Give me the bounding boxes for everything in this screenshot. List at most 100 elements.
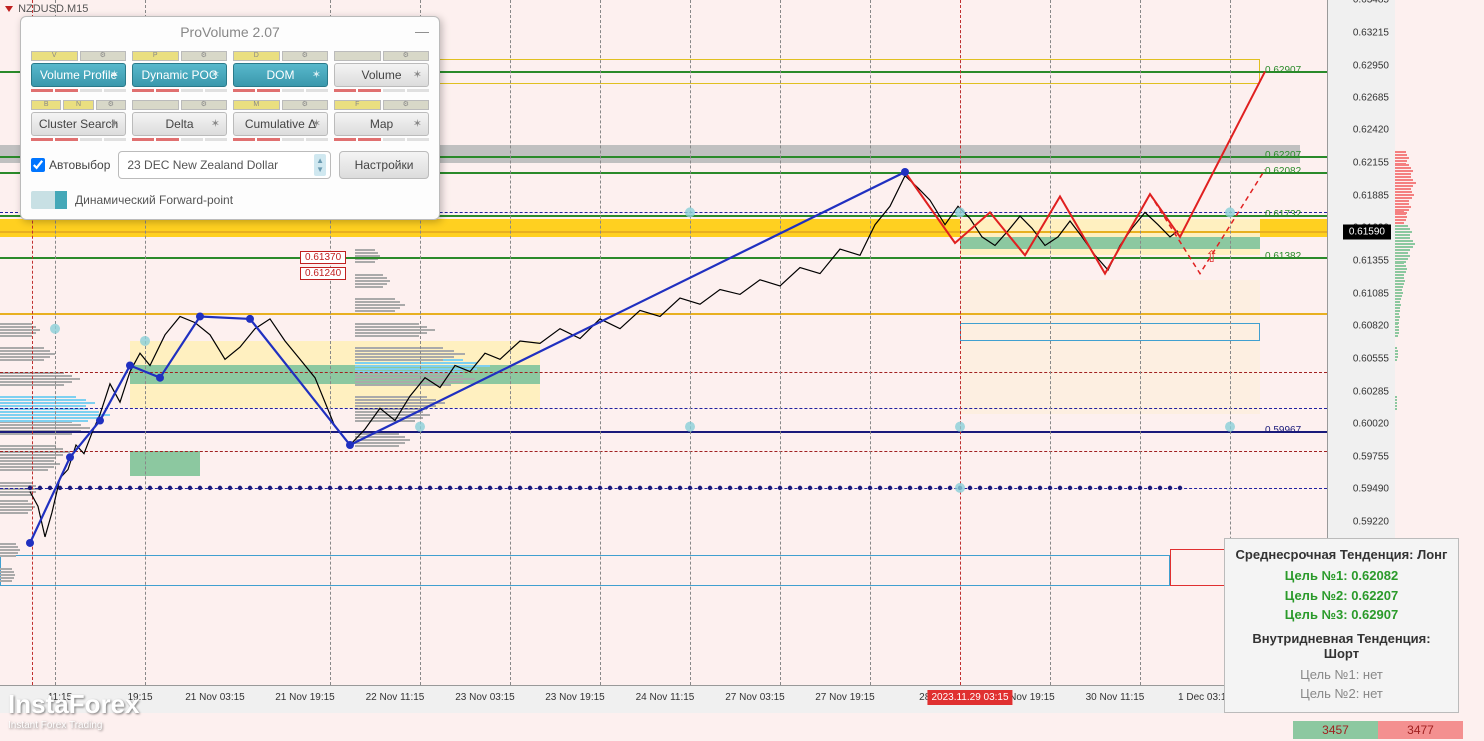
mini-tab[interactable]: V [31, 51, 78, 61]
gear-mini[interactable]: ⚙ [80, 51, 127, 61]
hline-dash [0, 488, 1327, 489]
vol-bar [0, 323, 32, 325]
y-tick: 0.61355 [1353, 255, 1389, 266]
mini-tab[interactable] [132, 100, 179, 110]
gear-icon[interactable]: ✶ [110, 117, 119, 130]
mini-tab[interactable]: M [233, 100, 280, 110]
vol-bar [355, 304, 405, 306]
gear-mini[interactable]: ⚙ [383, 51, 430, 61]
contract-select[interactable]: 23 DEC New Zealand Dollar ▲▼ [118, 151, 331, 179]
vol-bar [0, 500, 28, 502]
autoselect-input[interactable] [31, 158, 45, 172]
mini-tab[interactable]: D [233, 51, 280, 61]
vol-bar [355, 356, 454, 358]
vline-red [960, 0, 961, 685]
vol-bar [0, 332, 36, 334]
mini-tab[interactable]: F [334, 100, 381, 110]
vol-bar [355, 286, 383, 288]
gear-mini[interactable]: ⚙ [282, 51, 329, 61]
autoselect-checkbox[interactable]: Автовыбор [31, 158, 110, 172]
side-profile-bar [1395, 170, 1413, 172]
vol-bar [355, 350, 454, 352]
side-profile-bar [1395, 200, 1407, 202]
vol-bar [0, 375, 72, 377]
gear-icon[interactable]: ✶ [211, 117, 220, 130]
vol-bar [0, 552, 18, 554]
panel-cell: ⚙ Delta✶ [132, 100, 227, 141]
trend-header-2: Внутридневная Тенденция: Шорт [1235, 631, 1448, 661]
vol-bar [0, 460, 54, 462]
forward-point-toggle[interactable] [31, 191, 67, 209]
gear-mini[interactable]: ⚙ [282, 100, 329, 110]
target-1: Цель №1: 0.62082 [1235, 566, 1448, 586]
side-profile-bar [1395, 240, 1413, 242]
y-tick: 0.60555 [1353, 353, 1389, 364]
vol-bar [355, 396, 427, 398]
panel-row-1: V⚙Volume Profile✶P⚙Dynamic POC✶D⚙DOM✶⚙Vo… [21, 47, 439, 96]
panel-button[interactable]: Cumulative Δ✶ [233, 112, 328, 136]
y-tick: 0.61085 [1353, 288, 1389, 299]
vol-bar [0, 469, 48, 471]
gear-icon[interactable]: ✶ [110, 68, 119, 81]
panel-button[interactable]: Cluster Search✶ [31, 112, 126, 136]
side-profile-bar [1395, 262, 1404, 264]
side-profile-bar [1395, 359, 1397, 361]
gear-mini[interactable]: ⚙ [383, 100, 430, 110]
panel-button[interactable]: Volume✶ [334, 63, 429, 87]
gear-mini[interactable]: ⚙ [96, 100, 126, 110]
vol-bar [355, 307, 400, 309]
minimize-icon[interactable]: — [415, 23, 431, 39]
gear-icon[interactable]: ✶ [312, 68, 321, 81]
x-tick: 21 Nov 03:15 [185, 692, 245, 703]
vol-bar [0, 329, 40, 331]
vol-bar [0, 359, 44, 361]
hline-label: 0.61382 [1265, 251, 1301, 262]
settings-button[interactable]: Настройки [339, 151, 429, 179]
price-label-red: 0.61240 [300, 267, 346, 280]
vol-bar [0, 411, 99, 413]
gear-icon[interactable]: ✶ [312, 117, 321, 130]
vol-bar [355, 362, 477, 364]
side-profile-bar [1395, 274, 1403, 276]
gear-icon[interactable]: ✶ [413, 117, 422, 130]
y-tick: 0.59220 [1353, 517, 1389, 528]
vol-bar [0, 546, 18, 548]
band [960, 323, 1260, 341]
y-tick: 0.59490 [1353, 484, 1389, 495]
band [130, 451, 200, 475]
panel-button[interactable]: Dynamic POC✶ [132, 63, 227, 87]
panel-title-bar[interactable]: ProVolume 2.07 — [21, 17, 439, 47]
autoselect-label: Автовыбор [49, 158, 110, 172]
gear-icon[interactable]: ✶ [413, 68, 422, 81]
vol-bar [0, 494, 32, 496]
provolume-panel: ProVolume 2.07 — V⚙Volume Profile✶P⚙Dyna… [20, 16, 440, 220]
side-profile-bar [1395, 304, 1401, 306]
gear-icon[interactable]: ✶ [211, 68, 220, 81]
hline-label: 0.59967 [1265, 425, 1301, 436]
vol-bar [0, 420, 88, 422]
mini-tab[interactable]: B [31, 100, 61, 110]
vol-bar [0, 571, 14, 573]
select-arrows-icon[interactable]: ▲▼ [314, 154, 326, 176]
trend-header-1: Среднесрочная Тенденция: Лонг [1235, 547, 1448, 562]
side-profile-bar [1395, 277, 1404, 279]
side-profile-bar [1395, 353, 1398, 355]
gear-mini[interactable]: ⚙ [181, 51, 228, 61]
hline-dash [0, 408, 1327, 409]
mini-tab[interactable]: N [63, 100, 93, 110]
gear-mini[interactable]: ⚙ [181, 100, 228, 110]
panel-button[interactable]: Volume Profile✶ [31, 63, 126, 87]
side-profile-bar [1395, 243, 1415, 245]
y-tick: 0.63215 [1353, 28, 1389, 39]
panel-button[interactable]: DOM✶ [233, 63, 328, 87]
price-label-red: 0.61370 [300, 251, 346, 264]
panel-button[interactable]: Delta✶ [132, 112, 227, 136]
vol-bar [355, 359, 443, 361]
mini-tab[interactable] [334, 51, 381, 61]
panel-button[interactable]: Map✶ [334, 112, 429, 136]
side-profile-bar [1395, 246, 1413, 248]
side-profile-bar [1395, 255, 1410, 257]
panel-cell: D⚙ DOM✶ [233, 51, 328, 92]
side-profile-bar [1395, 268, 1407, 270]
mini-tab[interactable]: P [132, 51, 179, 61]
